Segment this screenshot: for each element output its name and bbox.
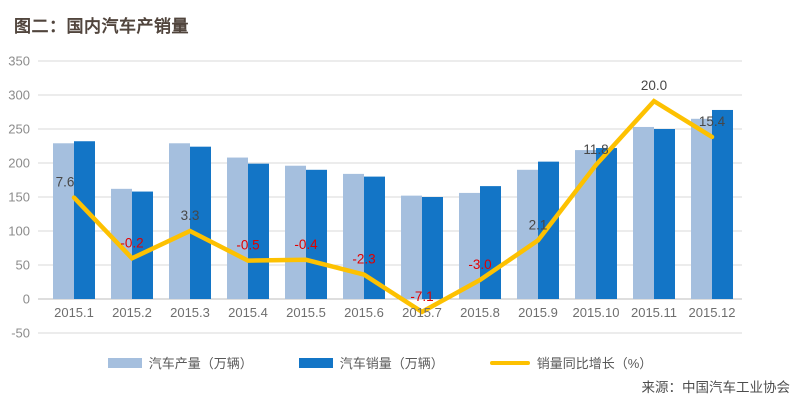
x-axis-category-label: 2015.6 — [344, 305, 384, 320]
x-axis-category-label: 2015.2 — [112, 305, 152, 320]
y-axis-tick-label: 200 — [8, 156, 30, 171]
growth-data-label: 2.1 — [529, 217, 548, 232]
growth-data-label: 15.4 — [699, 114, 726, 129]
y-axis-tick-label: -50 — [11, 326, 30, 341]
x-axis-category-label: 2015.4 — [228, 305, 268, 320]
growth-data-label: 11.8 — [583, 142, 608, 157]
bar-production — [285, 165, 306, 299]
sales-swatch-icon — [298, 357, 333, 368]
bar-production — [633, 126, 654, 300]
bar-sales — [654, 129, 675, 299]
y-axis-tick-label: 150 — [8, 190, 30, 205]
bar-production — [691, 118, 712, 299]
bar-sales — [132, 191, 153, 299]
x-axis-category-label: 2015.12 — [689, 305, 736, 320]
y-axis-tick-label: 250 — [8, 122, 30, 137]
growth-line-swatch-icon — [489, 360, 530, 365]
growth-data-label: 20.0 — [641, 78, 667, 93]
growth-data-label: -0.5 — [236, 238, 259, 253]
x-axis-category-label: 2015.1 — [54, 305, 94, 320]
legend-item-sales: 汽车销量（万辆） — [298, 353, 444, 372]
legend-item-production: 汽车产量（万辆） — [107, 353, 253, 372]
x-axis-category-label: 2015.9 — [518, 305, 558, 320]
y-axis-tick-label: 0 — [23, 292, 30, 307]
bar-production — [53, 143, 74, 299]
x-axis-category-label: 2015.5 — [286, 305, 326, 320]
legend-label-production: 汽车产量（万辆） — [148, 356, 253, 371]
bar-sales — [248, 163, 269, 299]
y-axis-tick-label: 300 — [8, 88, 30, 103]
growth-data-label: -3.0 — [468, 257, 491, 272]
bar-sales — [480, 186, 501, 299]
bar-sales — [364, 176, 385, 299]
y-axis-tick-label: 100 — [8, 224, 30, 239]
legend-label-sales: 汽车销量（万辆） — [339, 356, 444, 371]
x-axis-category-label: 2015.10 — [573, 305, 620, 320]
bar-sales — [306, 169, 327, 299]
bar-production — [169, 143, 190, 299]
production-swatch-icon — [107, 357, 142, 368]
legend-item-growth: 销量同比增长（%） — [489, 353, 653, 372]
growth-data-label: 7.6 — [56, 175, 75, 190]
chart-title: 图二：国内汽车产销量 — [14, 17, 189, 36]
x-axis-category-label: 2015.8 — [460, 305, 500, 320]
bar-sales — [596, 148, 617, 299]
source-note: 来源：中国汽车工业协会 — [641, 380, 791, 395]
x-axis-category-label: 2015.3 — [170, 305, 210, 320]
growth-data-label: -2.3 — [352, 252, 375, 267]
chart-legend: 汽车产量（万辆） 汽车销量（万辆） 销量同比增长（%） — [0, 353, 760, 372]
growth-data-label: -0.2 — [120, 235, 143, 250]
bar-sales — [190, 146, 211, 299]
x-axis-category-label: 2015.11 — [631, 305, 677, 320]
bar-sales — [712, 109, 733, 300]
growth-data-label: -0.4 — [294, 237, 318, 252]
bar-production — [343, 173, 364, 299]
x-axis-category-label: 2015.7 — [402, 305, 442, 320]
legend-label-growth: 销量同比增长（%） — [536, 356, 653, 371]
y-axis-tick-label: 350 — [8, 54, 30, 69]
bar-production — [227, 157, 248, 299]
bar-production — [517, 169, 538, 299]
growth-data-label: -7.1 — [410, 289, 433, 304]
bar-production — [111, 188, 132, 299]
combo-chart-plot: 350 300 250 200 150 100 50 0 -50 7.6 -0.2 3.3 -0.5 -0… — [8, 54, 742, 341]
growth-data-label: 3.3 — [181, 208, 200, 223]
bar-production — [401, 195, 422, 299]
bar-sales — [422, 197, 443, 299]
bar-sales — [74, 141, 95, 299]
y-axis-tick-label: 50 — [16, 258, 30, 273]
bar-production — [459, 192, 480, 299]
growth-line — [71, 98, 715, 315]
